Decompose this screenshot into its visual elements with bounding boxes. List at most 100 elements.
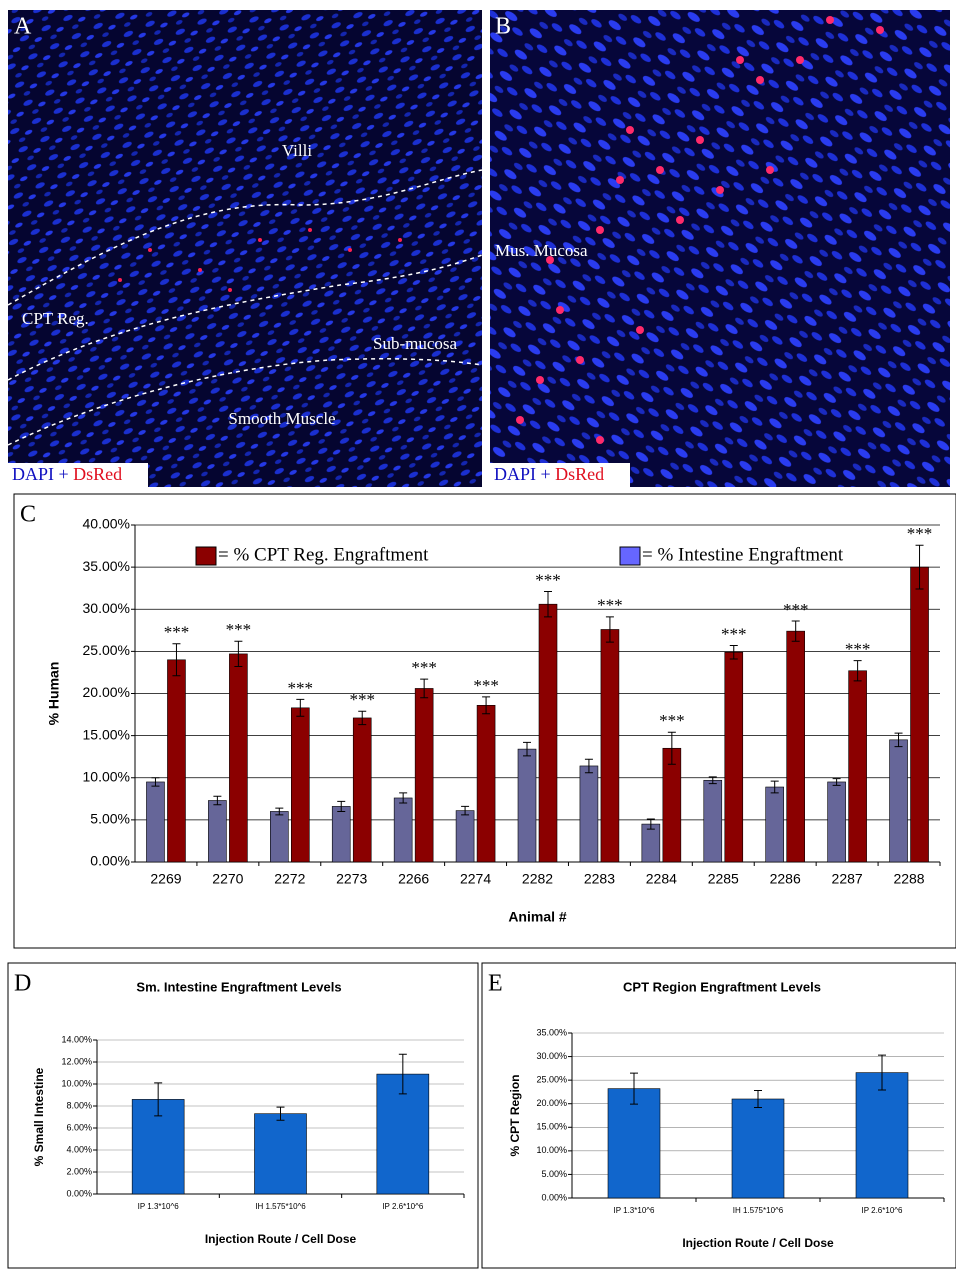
annotation: Villi [282,141,312,160]
panel-label: A [14,14,32,40]
panel-label: B [495,14,511,40]
x-axis-label: Injection Route / Cell Dose [682,1236,834,1250]
y-tick-label: 30.00% [536,1051,567,1061]
y-tick-label: 10.00% [61,1078,92,1088]
x-tick-label: IP 1.3*10^6 [614,1206,656,1215]
bar [642,824,660,862]
bar [828,782,846,862]
x-tick-label: 2273 [336,871,367,887]
x-tick-label: 2283 [584,871,615,887]
image-a: A Villi CPT Reg. Sub-mucosa Smooth Muscl… [8,10,482,487]
x-tick-label: IP 2.6*10^6 [862,1206,904,1215]
significance-marker: *** [226,620,252,639]
bar [732,1099,784,1198]
legend-label: = % CPT Reg. Engraftment [218,544,429,565]
significance-marker: *** [845,640,871,659]
panel-label: C [20,502,36,528]
chart: ECPT Region Engraftment Levels0.00%5.00%… [482,963,956,1268]
y-tick-label: 12.00% [61,1056,92,1066]
bar [663,748,681,862]
bar [856,1073,908,1198]
chart: C0.00%5.00%10.00%15.00%20.00%25.00%30.00… [14,494,956,948]
bar [539,604,557,862]
significance-marker: *** [907,524,933,543]
panel-label: D [14,971,31,997]
bar [725,652,743,862]
y-tick-label: 10.00% [83,768,130,784]
y-tick-label: 5.00% [90,811,130,827]
y-axis-label: % Human [46,662,62,726]
y-axis-label: % CPT Region [508,1074,522,1156]
caption: DAPI + DsRed [494,464,604,484]
x-tick-label: 2270 [212,871,243,887]
x-tick-label: IP 2.6*10^6 [382,1202,424,1211]
bar [518,749,536,862]
bar [911,567,929,862]
significance-marker: *** [164,623,190,642]
caption: DAPI + DsRed [12,464,122,484]
legend-swatch [620,547,640,565]
bar [456,811,474,862]
legend-label: = % Intestine Engraftment [642,544,844,565]
y-tick-label: 14.00% [61,1034,92,1044]
bar [291,708,309,862]
bar [704,780,722,862]
significance-marker: *** [473,676,499,695]
y-tick-label: 10.00% [536,1145,567,1155]
x-tick-label: IP 1.3*10^6 [138,1202,180,1211]
bar [849,671,867,862]
chart-title: Sm. Intestine Engraftment Levels [136,979,341,994]
x-tick-label: 2288 [893,871,924,887]
bar [270,811,288,862]
y-tick-label: 40.00% [83,516,130,532]
annotation: CPT Reg. [22,309,89,328]
y-tick-label: 15.00% [536,1122,567,1132]
y-tick-label: 20.00% [83,684,130,700]
image-b: B Mus. Mucosa DAPI + DsRed [490,10,950,487]
significance-marker: *** [288,678,314,697]
y-tick-label: 25.00% [536,1075,567,1085]
significance-marker: *** [597,596,623,615]
bar [601,629,619,862]
bar [208,800,226,862]
x-axis-label: Injection Route / Cell Dose [205,1232,357,1246]
y-tick-label: 0.00% [66,1188,92,1198]
x-tick-label: 2272 [274,871,305,887]
y-tick-label: 0.00% [90,853,130,869]
x-tick-label: 2285 [708,871,739,887]
x-tick-label: IH 1.575*10^6 [255,1202,306,1211]
y-tick-label: 35.00% [536,1027,567,1037]
bar [415,688,433,862]
significance-marker: *** [659,711,685,730]
bar [229,654,247,862]
y-tick-label: 4.00% [66,1144,92,1154]
caption-part: DAPI [12,464,54,484]
bar [766,787,784,862]
significance-marker: *** [349,690,375,709]
annotation: Smooth Muscle [228,409,335,428]
bar [608,1089,660,1198]
x-tick-label: 2286 [770,871,801,887]
bar [255,1114,307,1194]
y-axis-label: % Small Intestine [32,1067,46,1166]
caption-part: + [59,464,69,484]
caption-part: DsRed [555,464,604,484]
bar [394,798,412,862]
x-tick-label: IH 1.575*10^6 [733,1206,784,1215]
y-tick-label: 6.00% [66,1122,92,1132]
y-tick-label: 5.00% [541,1169,567,1179]
caption-part: DsRed [73,464,122,484]
annotation: Mus. Mucosa [495,241,588,260]
x-tick-label: 2274 [460,871,491,887]
bar [353,718,371,862]
bar [146,782,164,862]
y-tick-label: 35.00% [83,558,130,574]
y-tick-label: 0.00% [541,1192,567,1202]
bar [890,740,908,862]
y-tick-label: 20.00% [536,1098,567,1108]
bar [332,806,350,862]
significance-marker: *** [535,570,561,589]
chart: DSm. Intestine Engraftment Levels0.00%2.… [8,963,478,1268]
y-tick-label: 15.00% [83,726,130,742]
caption-part: + [541,464,551,484]
